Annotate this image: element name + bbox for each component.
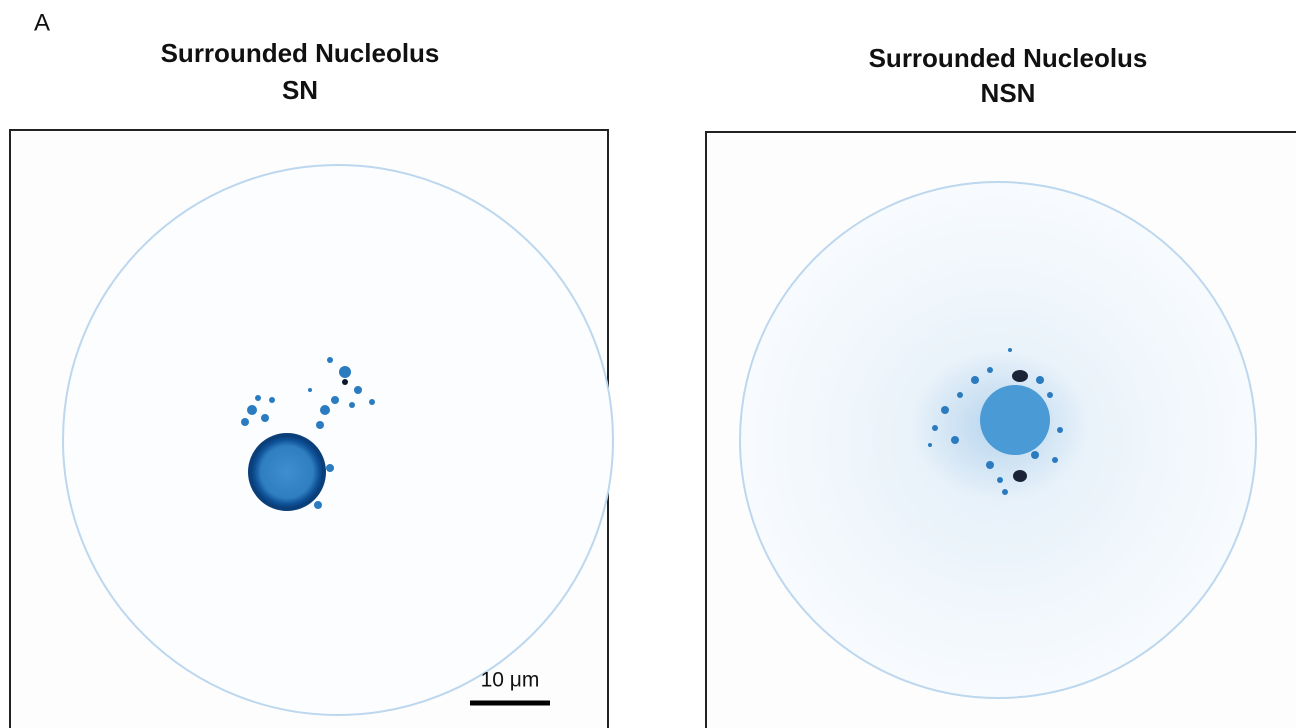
figure: A Surrounded Nucleolus SN 10 μm Surround…	[0, 0, 1296, 728]
panel-title: Surrounded Nucleolus	[161, 38, 440, 68]
panel-subtitle: NSN	[981, 78, 1036, 108]
micrograph	[10, 130, 613, 728]
panel-label: A	[34, 9, 50, 36]
scale-bar-label: 10 μm	[481, 669, 540, 692]
page: A Surrounded Nucleolus SN 10 μm Surround…	[0, 0, 1296, 728]
panel-title: Surrounded Nucleolus	[869, 43, 1148, 73]
micrograph	[706, 132, 1296, 728]
panel-subtitle: SN	[282, 75, 318, 105]
